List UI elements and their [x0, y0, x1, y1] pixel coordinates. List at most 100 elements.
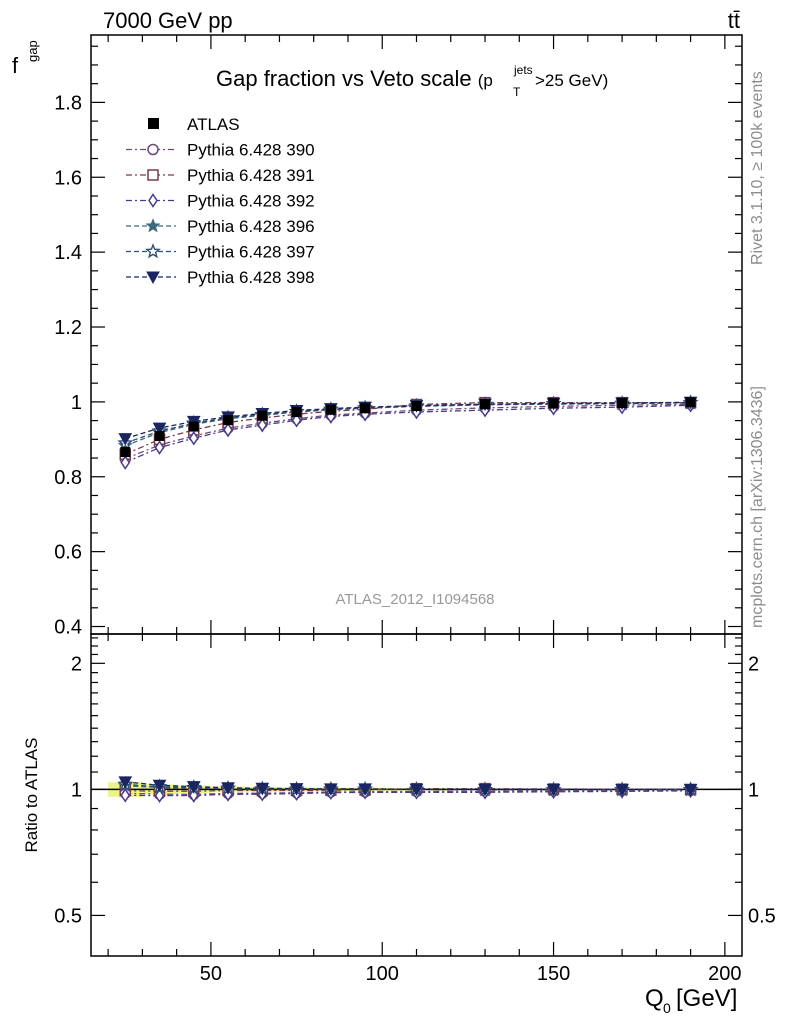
main-panel: 0.4 0.6 0.8 1 1.2 1.4 1.6 1.8 Gap fraction vs V… [12, 34, 743, 639]
ratio-y-tick-label-right: 0.5 [748, 905, 776, 927]
main-y-tick-label: 0.8 [54, 467, 82, 489]
atlas-data-point [548, 398, 559, 409]
legend-series-label: Pythia 6.428 390 [187, 141, 315, 160]
legend-series-marker [148, 193, 158, 208]
main-series-point [257, 417, 268, 433]
main-series-point [154, 440, 165, 455]
mcplots-note: mcplots.cern.ch [arXiv:1306.3436] [749, 386, 766, 628]
plot-title-main: Gap fraction vs Veto scale [216, 66, 472, 91]
main-x-ticks [107, 35, 726, 634]
main-series-point [223, 422, 233, 438]
ratio-y-tick-label: 1 [71, 779, 82, 801]
ratio-series-point [152, 779, 167, 793]
legend-series-marker [144, 243, 162, 259]
ratio-y-tick-label-right: 2 [748, 653, 759, 675]
atlas-data-point [188, 421, 199, 432]
ratio-series-point [154, 788, 165, 804]
main-y-tick-label: 1 [71, 392, 82, 414]
ratio-y-ticks: 0.5 0.5 1 1 2 2 [54, 637, 776, 927]
x-axis-label-main: Q [645, 985, 664, 1012]
ratio-series-point [221, 782, 235, 795]
atlas-data-point [685, 397, 696, 408]
main-series-line [125, 404, 691, 464]
ratio-series-point [120, 787, 131, 803]
header-right-label: tt̄ [728, 8, 740, 33]
legend-series-marker [147, 169, 159, 181]
plot-title-sub-pre: (p [478, 71, 493, 90]
ratio-y-tick-label: 2 [71, 653, 82, 675]
ratio-y-tick-label: 0.5 [54, 905, 82, 927]
legend-atlas-marker [148, 118, 159, 129]
ratio-series-point [615, 783, 629, 797]
ratio-series-lines [125, 781, 691, 797]
plot-title: Gap fraction vs Veto scale (p [216, 66, 493, 91]
x-tick-label: 200 [708, 963, 741, 985]
ratio-series-point [323, 783, 338, 796]
legend-series-label: Pythia 6.428 397 [187, 243, 315, 262]
ratio-series-markers [117, 775, 699, 804]
plot-title-sub-post: >25 GeV) [535, 71, 608, 90]
main-series-point [291, 412, 302, 428]
main-y-ticks: 0.4 0.6 0.8 1 1.2 1.4 1.6 1.8 [54, 45, 742, 639]
atlas-data-point [223, 415, 234, 426]
ratio-series-point [255, 782, 270, 796]
atlas-data-point [120, 447, 131, 458]
plot-title-sub: T [513, 85, 521, 99]
legend-series-label: Pythia 6.428 398 [187, 268, 315, 287]
main-y-tick-label: 0.6 [54, 542, 82, 564]
x-tick-label: 50 [200, 963, 222, 985]
atlas-data-point [411, 401, 422, 412]
plot-title-sup: jets [513, 63, 533, 77]
legend-series-label: Pythia 6.428 392 [187, 192, 315, 211]
main-series-line [125, 401, 691, 455]
legend-series-label: Pythia 6.428 391 [187, 166, 315, 185]
legend-series-label: Pythia 6.428 396 [187, 217, 315, 236]
main-y-tick-label: 1.4 [54, 242, 82, 264]
main-series-lines [125, 401, 691, 464]
ratio-series-point [358, 783, 372, 796]
atlas-data-points [120, 397, 696, 458]
ratio-y-tick-label-right: 1 [748, 779, 759, 801]
legend-series-marker [146, 271, 160, 285]
rivet-note: Rivet 3.1.10, ≥ 100k events [749, 71, 766, 265]
main-y-tick-label: 1.6 [54, 167, 82, 189]
atlas-data-point [480, 399, 491, 410]
main-series-point [118, 433, 133, 446]
ratio-series-point [289, 783, 304, 796]
x-ticks: 50 100 150 200 [107, 634, 742, 985]
main-y-tick-label: 0.4 [54, 617, 82, 639]
x-axis-label-unit: [GeV] [676, 985, 737, 1012]
main-series-point [188, 430, 199, 446]
ratio-series-point [186, 781, 201, 794]
main-y-label-sub: gap [25, 40, 40, 62]
main-y-label: f [12, 53, 19, 78]
ratio-series-point [409, 783, 424, 797]
analysis-label: ATLAS_2012_I1094568 [335, 591, 494, 608]
ratio-series-point [478, 783, 492, 797]
main-series-point [120, 455, 131, 470]
main-series-line [125, 401, 691, 447]
legend: ATLAS Pythia 6.428 390 Pythia 6.428 391 Pyt… [126, 115, 315, 287]
main-series-point [152, 422, 167, 436]
legend-series-marker [145, 218, 161, 233]
atlas-data-point [617, 398, 628, 409]
x-axis-label-sub: 0 [663, 1000, 671, 1016]
header-left-label: 7000 GeV pp [103, 8, 233, 33]
atlas-data-point [154, 430, 165, 441]
main-y-tick-label: 1.2 [54, 317, 82, 339]
x-axis-label: Q [645, 985, 664, 1012]
x-tick-label: 150 [537, 963, 570, 985]
main-y-tick-label: 1.8 [54, 92, 82, 114]
ratio-series-point [546, 783, 561, 797]
ratio-panel: 0.5 0.51 12 2 50 100 150 200 Ratio to ATLAS Q … [22, 633, 776, 1016]
ratio-series-point [683, 783, 698, 797]
atlas-data-point [257, 410, 268, 421]
legend-series-marker [147, 143, 159, 156]
atlas-data-point [360, 403, 371, 414]
ratio-y-label: Ratio to ATLAS [22, 738, 41, 853]
x-tick-label: 100 [366, 963, 399, 985]
atlas-data-point [325, 404, 336, 415]
main-series-line [125, 401, 691, 444]
ratio-series-point [118, 776, 133, 789]
